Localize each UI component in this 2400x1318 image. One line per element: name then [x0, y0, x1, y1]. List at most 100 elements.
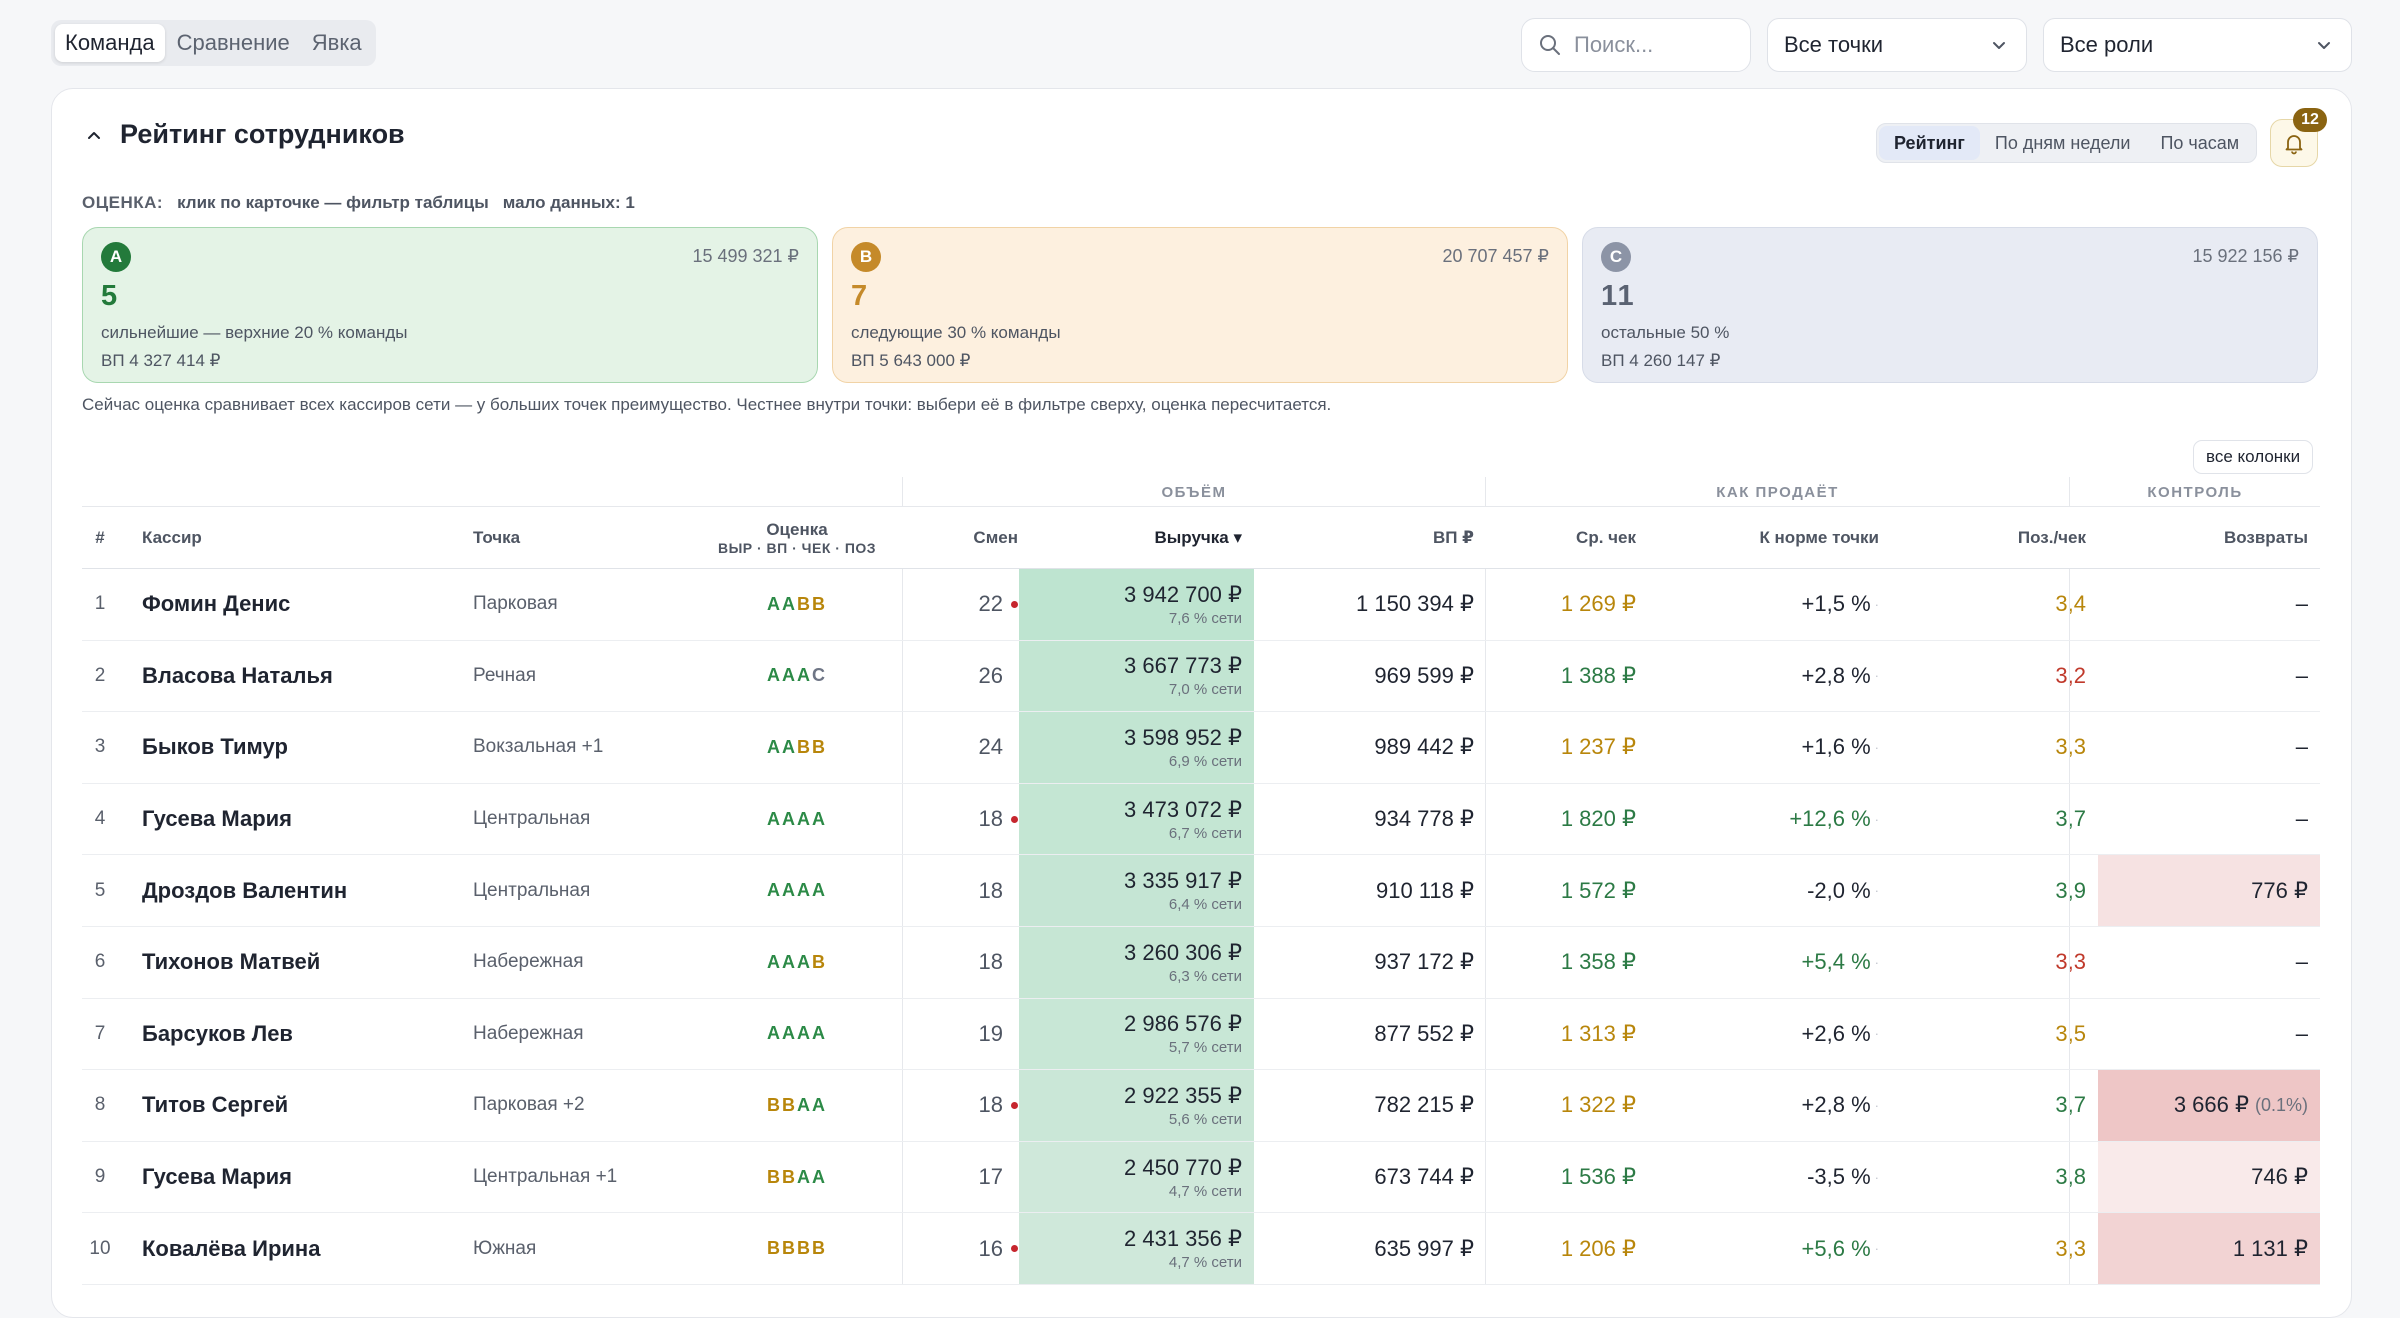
table-row[interactable]: 7 Барсуков Лев Набережная A A A A 19 2 986 576 ₽… — [82, 998, 2320, 1071]
table-body: 1 Фомин Денис Парковая A A B B 22 3 942 700 ₽7,6… — [82, 569, 2320, 1285]
point-cell: Южная — [473, 1213, 536, 1284]
tab-compare[interactable]: Сравнение — [176, 30, 290, 55]
avg-check-value: 1 358 ₽ — [1560, 949, 1636, 975]
returns-percent: (0.1%) — [2254, 1094, 2308, 1115]
cashier-name[interactable]: Фомин Денис — [142, 591, 291, 617]
table-row[interactable]: 6 Тихонов Матвей Набережная A A A B 18 3 260 306… — [82, 926, 2320, 999]
header-to-norm[interactable]: К норме точки — [1759, 528, 1879, 547]
shifts-value: 22 — [978, 591, 1003, 617]
table-row[interactable]: 4 Гусева Мария Центральная A A A A 18 3 473 072 … — [82, 783, 2320, 856]
cashier-name[interactable]: Гусева Мария — [142, 1164, 293, 1190]
all-columns-button[interactable]: все колонки — [2193, 440, 2314, 474]
collapse-chevron-icon[interactable] — [84, 125, 104, 145]
grade-card-c[interactable]: C 15 922 156 ₽ 11 остальные 50 % ВП 4 26… — [1582, 227, 2318, 383]
grade-letter-3: B — [812, 736, 827, 757]
revenue-value: 3 667 773 ₽ — [1124, 653, 1242, 679]
table-row[interactable]: 1 Фомин Денис Парковая A A B B 22 3 942 700 ₽7,6… — [82, 569, 2320, 641]
group-volume: ОБЪЁМ — [902, 477, 1485, 507]
revenue-share: 6,9 % сети — [1168, 752, 1242, 770]
cashier-name[interactable]: Тихонов Матвей — [142, 949, 321, 975]
table-row[interactable]: 5 Дроздов Валентин Центральная A A A A 18 3 335 … — [82, 855, 2320, 927]
vp-value: 989 442 ₽ — [1374, 734, 1474, 760]
employees-table: ОБЪЁМ КАК ПРОДАЁТ КОНТРОЛЬ # Кассир Точк… — [82, 477, 2320, 1285]
revenue-value: 2 450 770 ₽ — [1124, 1154, 1242, 1180]
avg-check-value: 1 269 ₽ — [1560, 591, 1636, 617]
shifts-cell: 18 — [902, 855, 1018, 926]
grade-letter: A — [101, 242, 131, 272]
grade-letter-0: B — [767, 1238, 782, 1259]
cashier-name[interactable]: Ковалёва Ирина — [142, 1235, 321, 1261]
cashier-name[interactable]: Титов Сергей — [142, 1092, 289, 1118]
grade-letter-0: A — [767, 593, 782, 614]
point-name: Парковая — [473, 1094, 558, 1116]
header-avg-check[interactable]: Ср. чек — [1576, 528, 1636, 547]
table-row[interactable]: 10 Ковалёва Ирина Южная B B B B 16 2 431 356 ₽4,… — [82, 1213, 2320, 1285]
point-select-value: Все точки — [1784, 32, 1883, 57]
revenue-cell: 3 942 700 ₽ 7,6 % сети — [1019, 569, 1254, 640]
header-shifts[interactable]: Смен — [973, 528, 1018, 547]
header-pos-per-check[interactable]: Поз./чек — [2017, 528, 2086, 547]
header-vp[interactable]: ВП ₽ — [1432, 528, 1474, 547]
column-groups: ОБЪЁМ КАК ПРОДАЁТ КОНТРОЛЬ — [82, 477, 2320, 507]
grade-desc: следующие 30 % команды — [851, 323, 1061, 342]
tab-attendance[interactable]: Явка — [311, 30, 362, 55]
point-name: Южная — [473, 1237, 537, 1259]
header-revenue[interactable]: Выручка ▾ — [1154, 528, 1243, 547]
grade-letter-2: B — [797, 593, 812, 614]
point-extra[interactable]: +2 — [562, 1094, 585, 1116]
cashier-name[interactable]: Дроздов Валентин — [142, 877, 348, 903]
to-norm-cell: +1,5 % · — [1636, 569, 1887, 640]
grade-letter-1: A — [782, 808, 797, 829]
view-rating[interactable]: Рейтинг — [1879, 126, 1980, 160]
table-row[interactable]: 3 Быков Тимур Вокзальная +1 A A B B 24 3 598 952… — [82, 712, 2320, 784]
point-select[interactable]: Все точки — [1767, 18, 2027, 72]
shifts-value: 24 — [978, 734, 1003, 760]
header-point[interactable]: Точка — [473, 528, 521, 547]
view-switch: Рейтинг По дням недели По часам — [1876, 123, 2258, 163]
cashier-name[interactable]: Гусева Мария — [142, 806, 293, 832]
notifications-button[interactable]: 12 — [2270, 108, 2327, 167]
revenue-share: 5,6 % сети — [1168, 1110, 1242, 1128]
table-row[interactable]: 9 Гусева Мария Центральная +1 B B A A 17 2 450 7… — [82, 1141, 2320, 1214]
revenue-value: 3 260 306 ₽ — [1124, 939, 1242, 965]
returns-value: – — [2295, 591, 2308, 617]
grade-card-a[interactable]: A 15 499 321 ₽ 5 сильнейшие — верхние 20… — [82, 227, 818, 383]
table-row[interactable]: 8 Титов Сергей Парковая +2 B B A A 18 2 922 355 … — [82, 1070, 2320, 1142]
search-input[interactable] — [1574, 32, 1734, 58]
tab-team[interactable]: Команда — [55, 24, 165, 62]
search-box[interactable] — [1521, 18, 1751, 72]
shifts-value: 18 — [978, 949, 1003, 975]
point-extra[interactable]: +1 — [595, 1166, 618, 1188]
point-extra[interactable]: +1 — [581, 736, 604, 758]
header-cashier[interactable]: Кассир — [142, 528, 202, 547]
cashier-name[interactable]: Быков Тимур — [142, 734, 288, 760]
returns-value: 3 666 ₽ — [2173, 1092, 2249, 1118]
grade-letter-1: A — [782, 665, 797, 686]
point-cell: Парковая +2 — [473, 1070, 585, 1141]
to-norm-value: +5,6 % — [1801, 1235, 1871, 1261]
to-norm-value: +12,6 % — [1789, 806, 1871, 832]
table-row[interactable]: 2 Власова Наталья Речная A A A C 26 3 667 773 ₽7… — [82, 640, 2320, 713]
view-hours[interactable]: По часам — [2160, 132, 2240, 153]
point-name: Центральная — [473, 879, 591, 901]
grade-card-b[interactable]: B 20 707 457 ₽ 7 следующие 30 % команды … — [832, 227, 1568, 383]
view-weekdays[interactable]: По дням недели — [1994, 132, 2131, 153]
cashier-name[interactable]: Власова Наталья — [142, 662, 333, 688]
header-grade[interactable]: Оценка ВЫР · ВП · ЧЕК · ПОЗ — [712, 507, 882, 569]
group-how-sells: КАК ПРОДАЁТ — [1485, 477, 2069, 507]
grade-letter-3: A — [812, 880, 827, 901]
group-control: КОНТРОЛЬ — [2069, 477, 2320, 507]
shifts-cell: 24 — [902, 712, 1018, 783]
grade-vp: ВП 5 643 000 ₽ — [851, 351, 971, 370]
returns-cell: – — [2098, 569, 2320, 640]
role-select[interactable]: Все роли — [2043, 18, 2352, 72]
grade-letter-3: B — [812, 1238, 827, 1259]
header-returns[interactable]: Возвраты — [2223, 528, 2308, 547]
returns-value: – — [2295, 949, 2308, 975]
returns-highlight — [2098, 1213, 2320, 1284]
to-norm-cell: +2,8 % · — [1636, 1070, 1887, 1141]
returns-value: – — [2295, 662, 2308, 688]
info-tick-icon: · — [1874, 596, 1879, 612]
cashier-name[interactable]: Барсуков Лев — [142, 1020, 293, 1046]
